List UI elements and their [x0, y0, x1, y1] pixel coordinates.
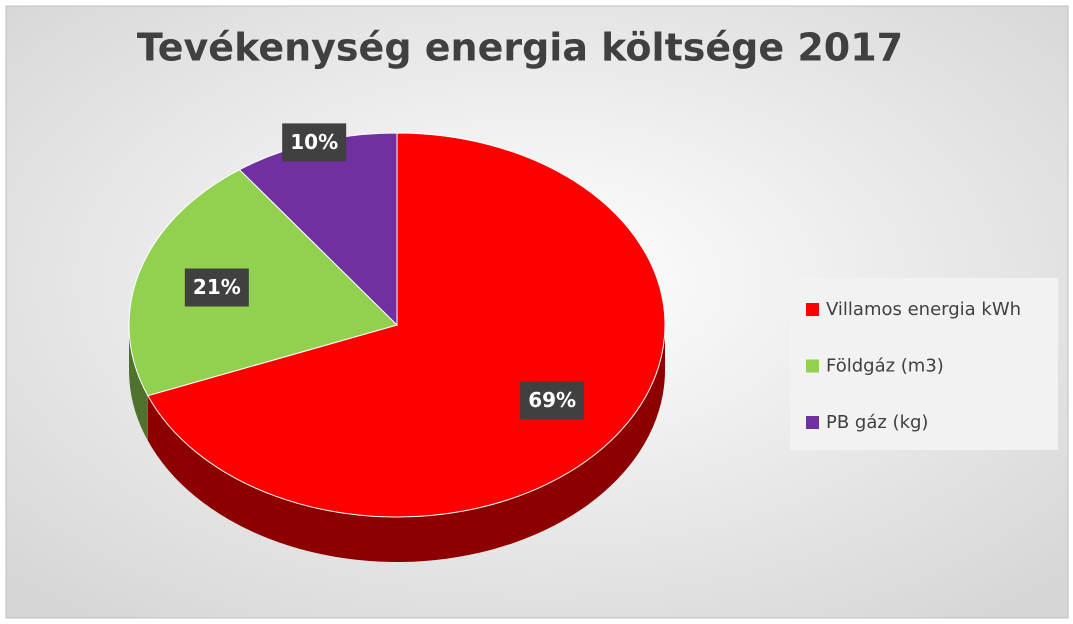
legend-swatch [806, 303, 819, 316]
data-label: 21% [193, 275, 241, 299]
legend [790, 278, 1058, 450]
data-label: 10% [290, 130, 338, 154]
chart-title: Tevékenység energia költsége 2017 [137, 26, 903, 70]
legend-label: PB gáz (kg) [826, 412, 928, 433]
legend-label: Villamos energia kWh [826, 299, 1021, 320]
pie-side [129, 325, 148, 441]
data-label: 69% [528, 388, 576, 412]
pie-slice [147, 132, 666, 518]
data-label-box [282, 123, 347, 162]
legend-label: Földgáz (m3) [826, 356, 944, 377]
data-label-box [520, 381, 585, 420]
data-label-box [184, 268, 249, 307]
legend-swatch [806, 416, 819, 429]
pie-side [147, 325, 666, 563]
legend-swatch [806, 359, 819, 373]
pie-slice [128, 169, 398, 397]
